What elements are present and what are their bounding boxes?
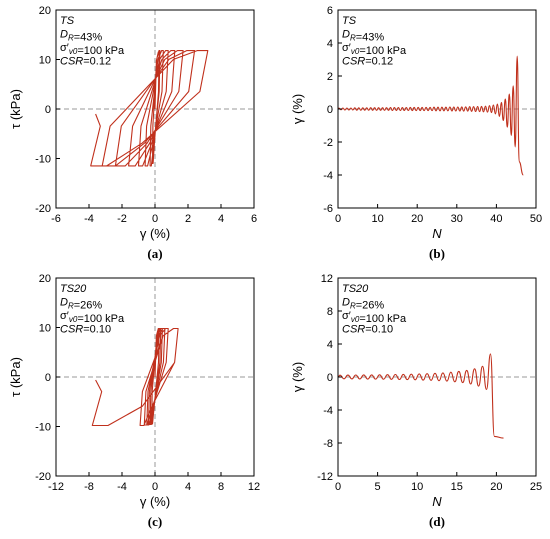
y-tick-label: 12: [321, 273, 333, 285]
x-tick-label: -8: [84, 481, 94, 493]
panel-label: (b): [429, 246, 445, 261]
y-tick-label: -4: [323, 405, 333, 417]
x-tick-label: 10: [371, 213, 383, 225]
series-line: [90, 50, 209, 167]
x-tick-label: 30: [451, 213, 463, 225]
y-tick-label: 0: [327, 372, 333, 384]
panel-c: -12 -8 -4 0 4 8 12 -20 -10 0 10 20 γ (%) τ (kPa) (c) TS…: [8, 273, 260, 529]
y-tick-label: 4: [327, 38, 333, 50]
x-tick-label: 0: [335, 481, 341, 493]
annotation-line: σ′v0=100 kPa: [60, 42, 125, 57]
x-tick-label: -6: [51, 213, 61, 225]
annotation-line: DR=43%: [60, 29, 102, 44]
panel-b: 0 10 20 30 40 50 -6 -4 -2 0 2 4 6 Nγ (%) (b) TS DR=43%σ′…: [290, 5, 542, 261]
y-tick-label: -20: [35, 471, 51, 483]
x-tick-label: 8: [218, 481, 224, 493]
x-tick-label: 4: [218, 213, 224, 225]
x-tick-label: 0: [152, 481, 158, 493]
y-tick-label: 20: [39, 273, 51, 285]
x-tick-label: 15: [451, 481, 463, 493]
x-tick-label: 5: [375, 481, 381, 493]
x-axis-label: N: [432, 494, 442, 509]
series-line: [337, 353, 504, 439]
annotation-line: TS: [342, 15, 357, 27]
annotation-line: CSR=0.10: [60, 324, 111, 336]
annotation-line: σ′v0=100 kPa: [342, 42, 407, 57]
y-tick-label: 10: [39, 323, 51, 335]
y-tick-label: 0: [327, 104, 333, 116]
x-tick-label: 20: [490, 481, 502, 493]
annotation-line: CSR=0.12: [342, 56, 393, 68]
x-axis-label: γ (%): [140, 494, 170, 509]
y-tick-label: -10: [35, 154, 51, 166]
annotation-line: TS: [60, 15, 75, 27]
y-tick-label: 20: [39, 5, 51, 17]
x-tick-label: 20: [411, 213, 423, 225]
y-tick-label: 6: [327, 5, 333, 17]
annotation-line: CSR=0.10: [342, 324, 393, 336]
panel-label: (c): [148, 514, 162, 529]
y-tick-label: -4: [323, 170, 333, 182]
x-tick-label: -12: [48, 481, 64, 493]
panel-label: (a): [147, 246, 162, 261]
x-tick-label: 50: [530, 213, 542, 225]
y-axis-label: τ (kPa): [8, 357, 23, 397]
x-tick-label: 6: [251, 213, 257, 225]
y-tick-label: -10: [35, 422, 51, 434]
y-tick-label: 0: [45, 104, 51, 116]
annotation-line: σ′v0=100 kPa: [342, 310, 407, 325]
x-axis-label: γ (%): [140, 226, 170, 241]
x-tick-label: -4: [117, 481, 127, 493]
annotation-line: DR=43%: [342, 29, 384, 44]
panel-d: 0 5 10 15 20 25 -12 -8 -4 0 4 8 12 Nγ (%) (d) TS20 DR=26…: [290, 273, 542, 529]
y-tick-label: 2: [327, 71, 333, 83]
annotation-line: TS20: [342, 283, 369, 295]
y-axis-label: τ (kPa): [8, 89, 23, 129]
y-tick-label: 4: [327, 339, 333, 351]
x-axis-label: N: [432, 226, 442, 241]
annotation-line: CSR=0.12: [60, 56, 111, 68]
x-tick-label: 12: [248, 481, 260, 493]
series-line: [91, 327, 179, 427]
series-line: [337, 55, 524, 176]
x-tick-label: 25: [530, 481, 542, 493]
x-tick-label: -4: [84, 213, 94, 225]
annotation-line: σ′v0=100 kPa: [60, 310, 125, 325]
x-tick-label: 0: [335, 213, 341, 225]
y-tick-label: -8: [323, 438, 333, 450]
y-tick-label: -2: [323, 137, 333, 149]
x-tick-label: 2: [185, 213, 191, 225]
x-tick-label: 0: [152, 213, 158, 225]
x-tick-label: 4: [185, 481, 191, 493]
annotation-line: DR=26%: [60, 297, 102, 312]
y-axis-label: γ (%): [290, 94, 305, 124]
annotation-line: DR=26%: [342, 297, 384, 312]
annotation-line: TS20: [60, 283, 87, 295]
y-tick-label: 8: [327, 306, 333, 318]
x-tick-label: 10: [411, 481, 423, 493]
y-tick-label: -12: [317, 471, 333, 483]
y-axis-label: γ (%): [290, 362, 305, 392]
y-tick-label: 10: [39, 55, 51, 67]
x-tick-label: -2: [117, 213, 127, 225]
y-tick-label: 0: [45, 372, 51, 384]
y-tick-label: -6: [323, 203, 333, 215]
panel-label: (d): [429, 514, 445, 529]
y-tick-label: -20: [35, 203, 51, 215]
x-tick-label: 40: [490, 213, 502, 225]
